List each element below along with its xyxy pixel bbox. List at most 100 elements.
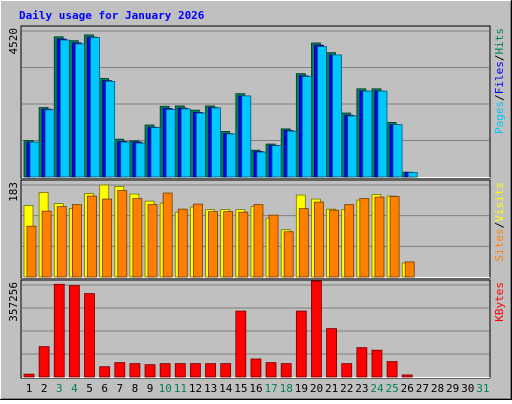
bar-kbytes-day-21	[326, 328, 337, 378]
x-tick-label-day-25: 25	[386, 382, 399, 395]
bar-sites-day-15	[238, 211, 249, 278]
panel-legend: Sites/Visits	[493, 182, 506, 262]
bar-sites-day-6	[102, 198, 113, 278]
bar-kbytes-day-3	[53, 283, 65, 378]
legend-hits: Hits	[493, 28, 506, 55]
legend-kbytes: KBytes	[493, 282, 506, 322]
bar-sites-day-23	[359, 198, 370, 278]
bar-sites-day-4	[71, 204, 82, 278]
bar-kbytes-day-18	[280, 363, 292, 378]
x-tick-label-day-23: 23	[355, 382, 368, 395]
bar-pages-day-18	[286, 130, 297, 178]
bar-sites-day-11	[177, 208, 188, 278]
bar-sites-day-22	[344, 204, 355, 278]
bar-sites-day-21	[329, 209, 339, 278]
x-tick-label-day-27: 27	[416, 382, 429, 395]
bar-kbytes-day-5	[84, 293, 95, 378]
x-tick-label-day-20: 20	[310, 382, 323, 395]
x-tick-label-day-2: 2	[41, 382, 48, 395]
bar-sites-day-7	[117, 190, 128, 278]
x-tick-label-day-28: 28	[431, 382, 444, 395]
bar-pages-day-11	[180, 108, 191, 178]
x-tick-label-day-17: 17	[265, 382, 278, 395]
bar-pages-day-9	[150, 127, 161, 178]
bar-pages-day-8	[135, 142, 146, 178]
bar-sites-day-18	[283, 231, 294, 278]
x-tick-label-day-30: 30	[461, 382, 474, 395]
chart-title: Daily usage for January 2026	[19, 9, 205, 22]
bar-kbytes-day-17	[265, 362, 277, 378]
legend-separator: /	[493, 222, 506, 229]
x-tick-label-day-7: 7	[117, 382, 124, 395]
bar-pages-day-26	[407, 172, 418, 178]
bar-sites-day-9	[147, 204, 158, 278]
bar-pages-day-23	[362, 90, 373, 178]
x-tick-label-day-19: 19	[295, 382, 308, 395]
bar-sites-day-24	[374, 196, 385, 278]
bar-sites-day-2	[41, 210, 52, 278]
bar-sites-day-20	[314, 201, 324, 278]
legend-sites: Sites	[493, 228, 506, 261]
bar-kbytes-day-19	[295, 310, 307, 378]
x-axis-labels: 1 2 3 4 5 6 7 8 9 10 11 12 13 14 15 16 17 18 19 20 21 22 23 24 2…	[26, 382, 490, 395]
x-tick-label-day-29: 29	[446, 382, 459, 395]
bar-kbytes-day-7	[114, 362, 126, 378]
legend-visits: Visits	[493, 182, 506, 222]
bar-kbytes-day-2	[38, 346, 50, 378]
x-tick-label-day-16: 16	[249, 382, 262, 395]
bar-kbytes-day-16	[250, 358, 262, 378]
bar-pages-day-3	[59, 39, 70, 178]
bar-sites-day-19	[298, 208, 309, 278]
bar-pages-day-4	[74, 43, 85, 178]
bar-kbytes-day-14	[220, 363, 232, 378]
bar-pages-day-16	[256, 151, 267, 178]
bar-pages-day-1	[29, 141, 40, 178]
x-tick-label-day-26: 26	[401, 382, 414, 395]
bar-kbytes-day-22	[341, 363, 353, 378]
bar-sites-day-13	[208, 211, 218, 278]
x-tick-label-day-24: 24	[370, 382, 384, 395]
legend-pages: Pages	[493, 101, 506, 134]
x-tick-label-day-31: 31	[476, 382, 489, 395]
bar-kbytes-day-9	[144, 364, 156, 378]
x-tick-label-day-4: 4	[71, 382, 78, 395]
bar-pages-day-6	[105, 80, 116, 178]
bar-pages-day-13	[211, 107, 221, 178]
x-tick-label-day-6: 6	[101, 382, 108, 395]
bar-kbytes-day-8	[129, 363, 141, 378]
bar-pages-day-25	[392, 124, 403, 178]
x-tick-label-day-13: 13	[204, 382, 217, 395]
bar-kbytes-day-4	[68, 285, 80, 378]
chart-panels: 4520Pages/Files/Hits183Sites/Visits35725…	[7, 25, 506, 379]
bar-sites-day-14	[223, 211, 234, 278]
x-tick-label-day-1: 1	[26, 382, 33, 395]
bar-kbytes-day-24	[371, 349, 383, 378]
legend-separator: /	[493, 94, 506, 101]
legend-separator: /	[493, 55, 506, 62]
panel-kbytes: 357256 KBytes	[7, 279, 506, 379]
bar-sites-day-16	[253, 204, 264, 278]
x-tick-label-day-18: 18	[280, 382, 293, 395]
bar-kbytes-day-20	[311, 280, 322, 378]
bar-sites-day-25	[389, 196, 400, 278]
x-tick-label-day-9: 9	[147, 382, 154, 395]
bar-pages-day-19	[301, 76, 312, 178]
bar-sites-day-8	[132, 198, 143, 278]
bar-kbytes-day-26	[401, 374, 413, 378]
bar-kbytes-day-10	[159, 363, 171, 378]
bar-pages-day-24	[377, 90, 388, 178]
bar-sites-day-10	[162, 192, 173, 278]
bar-pages-day-20	[317, 46, 327, 178]
bar-kbytes-day-11	[174, 363, 186, 378]
bar-pages-day-15	[241, 95, 252, 178]
panel-visits-sites: 183 Sites/Visits	[7, 179, 506, 279]
bar-pages-day-12	[196, 112, 206, 178]
bar-kbytes-day-1	[23, 373, 35, 378]
bar-sites-day-26	[404, 261, 415, 278]
x-tick-label-day-5: 5	[86, 382, 93, 395]
bar-kbytes-day-15	[235, 310, 247, 378]
x-tick-label-day-21: 21	[325, 382, 338, 395]
